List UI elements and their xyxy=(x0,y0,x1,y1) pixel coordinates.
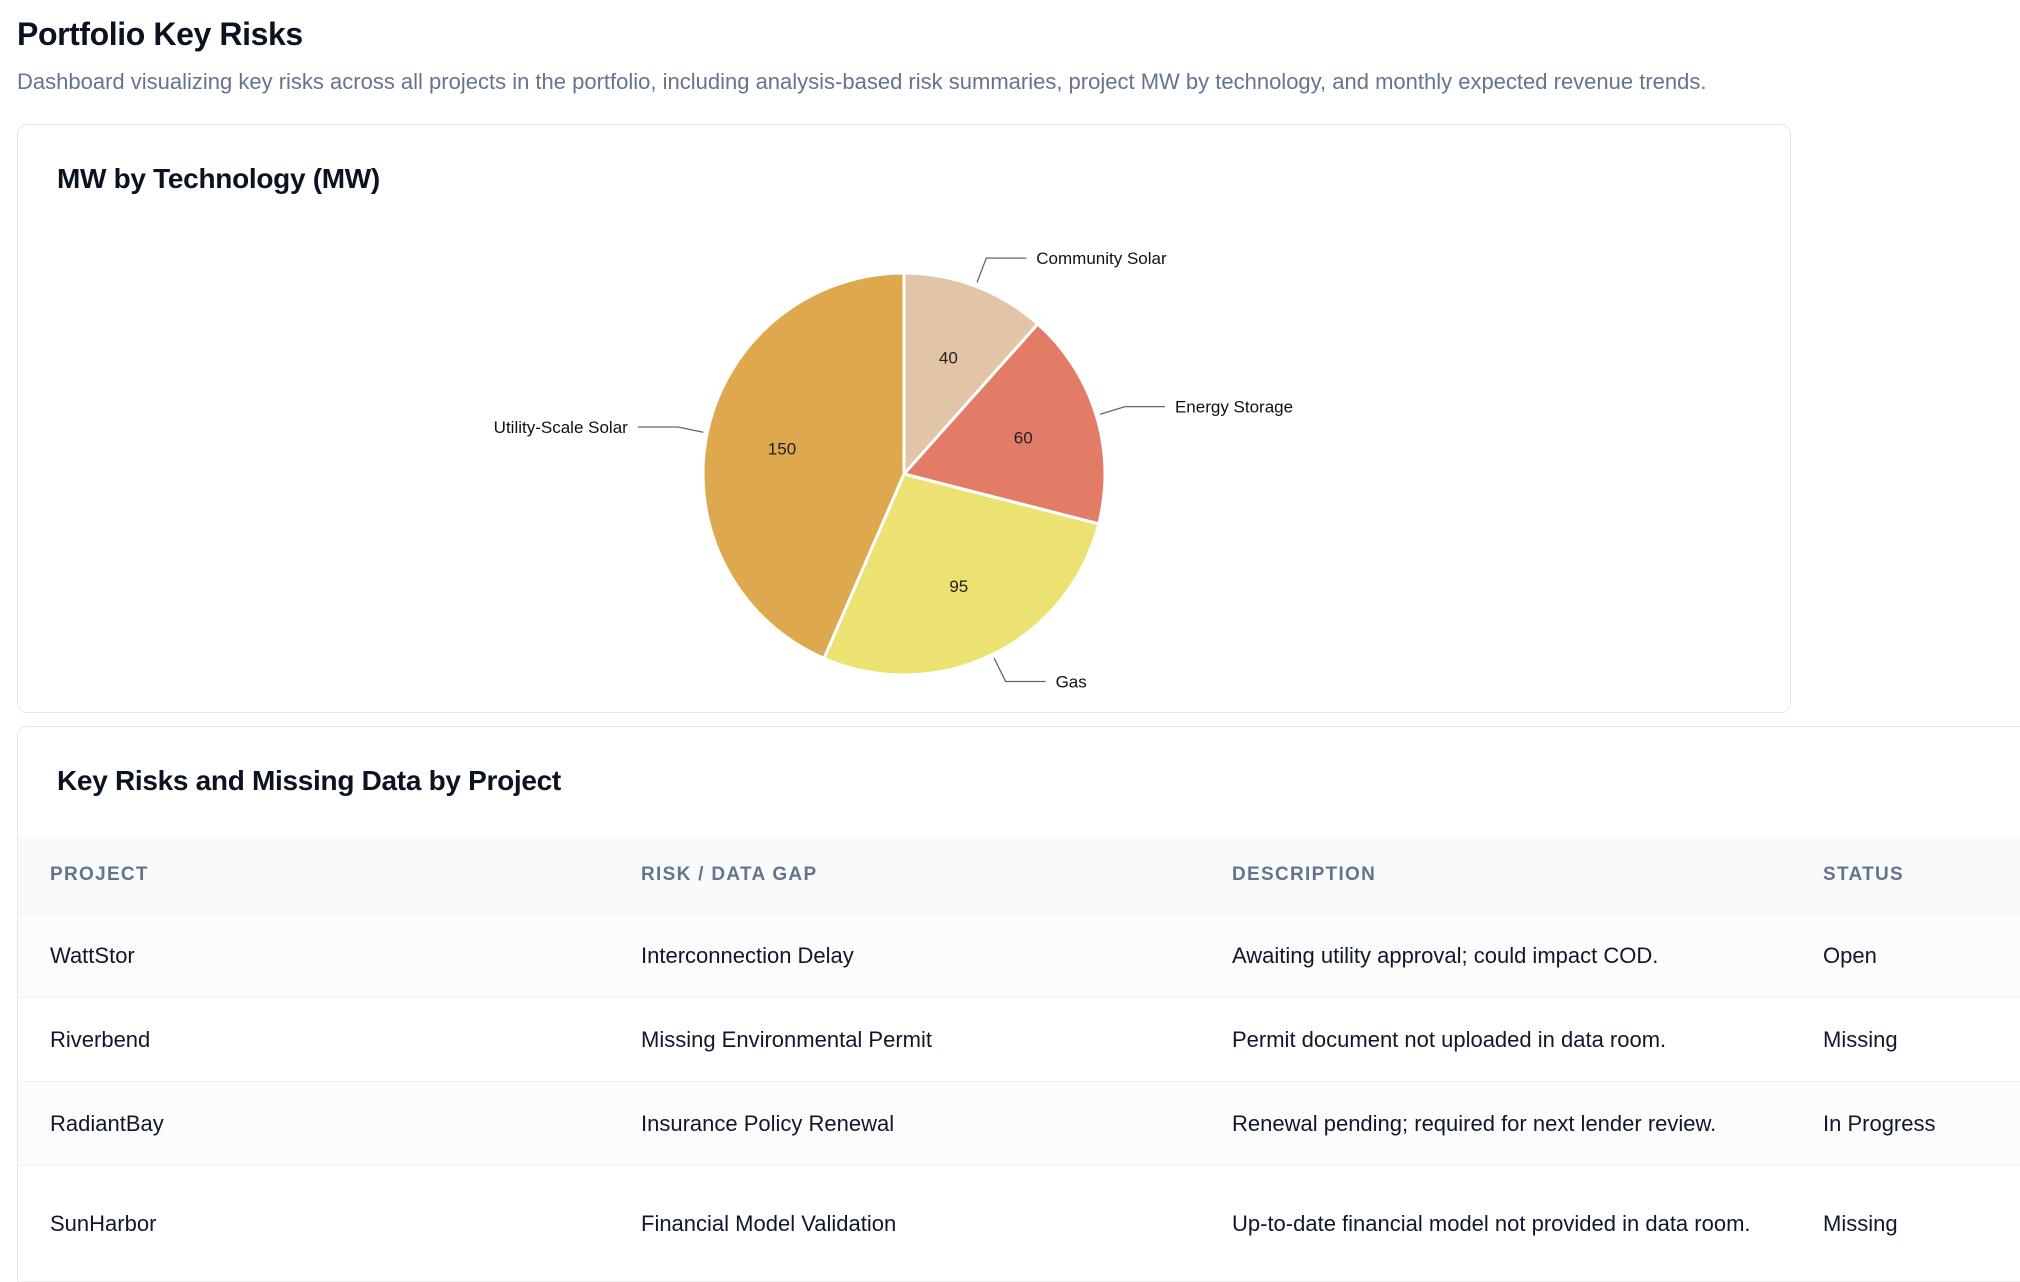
pie-leader-line xyxy=(993,657,1046,683)
page-subtitle: Dashboard visualizing key risks across a… xyxy=(17,69,1707,94)
pie-leader-line xyxy=(637,426,704,433)
risk-cell: Insurance Policy Renewal xyxy=(609,1081,1200,1166)
column-header-project[interactable]: PROJECT xyxy=(18,837,609,914)
project-cell: Riverbend xyxy=(18,997,609,1082)
page-title: Portfolio Key Risks xyxy=(17,16,303,52)
project-cell: RadiantBay xyxy=(18,1081,609,1166)
status-cell: Open xyxy=(1791,913,2020,998)
table-row[interactable]: Riverbend Missing Environmental Permit P… xyxy=(18,997,2020,1082)
pie-value-label: 150 xyxy=(768,440,796,459)
table-row[interactable]: SunHarbor Financial Model Validation Up-… xyxy=(18,1165,2020,1282)
key-risks-card: Key Risks and Missing Data by Project PR… xyxy=(17,726,2020,1282)
pie-slice-utility-scale-solar[interactable] xyxy=(701,271,906,660)
pie-slice-community-solar[interactable] xyxy=(902,271,1040,476)
pie-category-label: Gas xyxy=(1056,672,1087,691)
pie-leader-line xyxy=(976,257,1027,283)
table-row[interactable]: RadiantBay Insurance Policy Renewal Rene… xyxy=(18,1081,2020,1166)
description-cell: Up-to-date financial model not provided … xyxy=(1200,1165,1791,1282)
project-cell: WattStor xyxy=(18,913,609,998)
column-header-description[interactable]: DESCRIPTION xyxy=(1200,837,1791,914)
status-cell: Missing xyxy=(1791,1165,2020,1282)
risk-table: PROJECT RISK / DATA GAP DESCRIPTION STAT… xyxy=(18,837,2020,1282)
table-row[interactable]: WattStor Interconnection Delay Awaiting … xyxy=(18,913,2020,998)
pie-value-label: 40 xyxy=(939,349,958,368)
pie-category-label: Utility-Scale Solar xyxy=(494,418,628,437)
column-header-status[interactable]: STATUS xyxy=(1791,837,2020,914)
table-title: Key Risks and Missing Data by Project xyxy=(57,765,561,796)
pie-leader-line xyxy=(1099,405,1165,415)
pie-slice-gas[interactable] xyxy=(822,472,1101,677)
description-cell: Renewal pending; required for next lende… xyxy=(1200,1081,1791,1166)
column-header-risk[interactable]: RISK / DATA GAP xyxy=(609,837,1200,914)
risk-cell: Interconnection Delay xyxy=(609,913,1200,998)
table-header-row: PROJECT RISK / DATA GAP DESCRIPTION STAT… xyxy=(18,837,2020,914)
risk-cell: Missing Environmental Permit xyxy=(609,997,1200,1082)
risk-cell: Financial Model Validation xyxy=(609,1165,1200,1282)
chart-title: MW by Technology (MW) xyxy=(57,163,380,194)
description-cell: Awaiting utility approval; could impact … xyxy=(1200,913,1791,998)
status-cell: Missing xyxy=(1791,997,2020,1082)
project-cell: SunHarbor xyxy=(18,1165,609,1282)
status-cell: In Progress xyxy=(1791,1081,2020,1166)
pie-slice-energy-storage[interactable] xyxy=(902,322,1107,526)
pie-category-label: Energy Storage xyxy=(1175,398,1293,417)
pie-chart: 40 Community Solar 60 Energy Storage 95 Gas 15… xyxy=(494,249,1293,691)
mw-by-technology-card: 40 Community Solar 60 Energy Storage 95 Gas 15… xyxy=(17,124,1791,713)
pie-value-label: 95 xyxy=(949,577,968,596)
pie-category-label: Community Solar xyxy=(1036,249,1167,268)
pie-value-label: 60 xyxy=(1014,429,1033,448)
description-cell: Permit document not uploaded in data roo… xyxy=(1200,997,1791,1082)
